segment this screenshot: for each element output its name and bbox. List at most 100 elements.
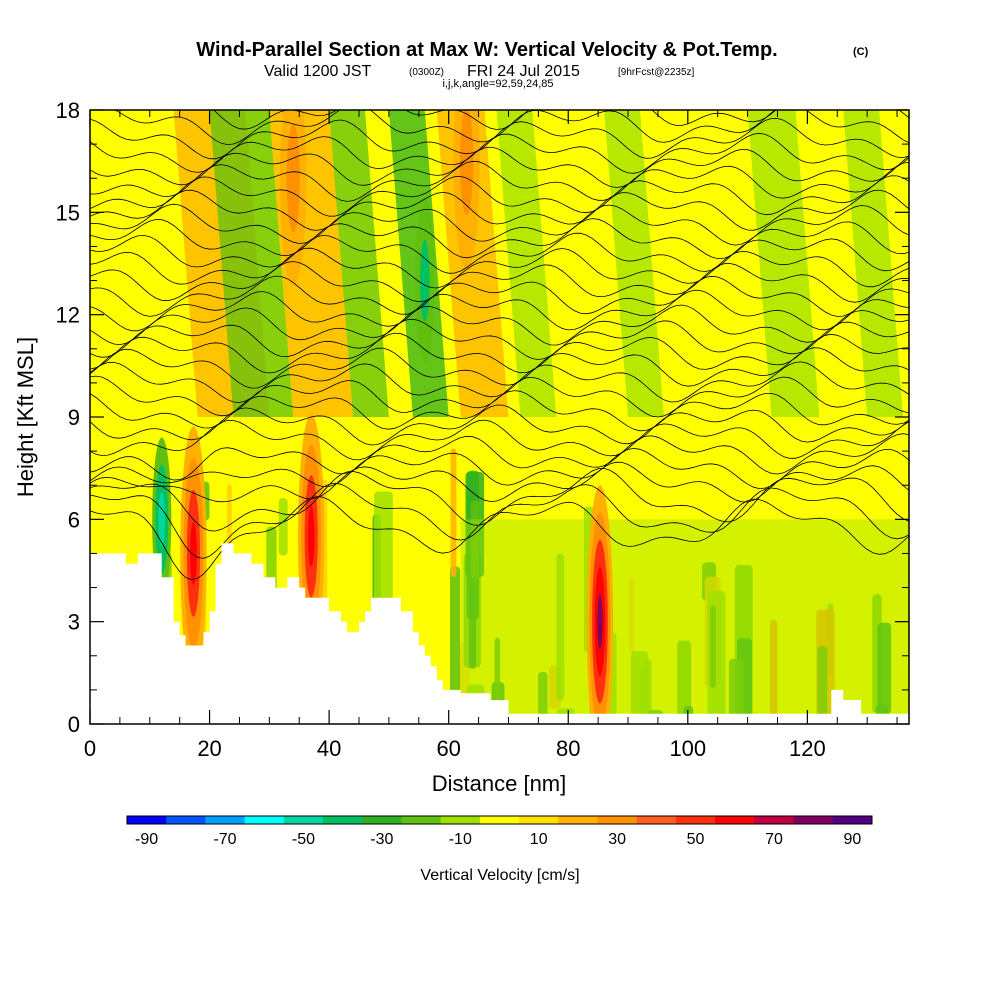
- colorbar-tick-label: 90: [843, 831, 861, 848]
- colorbar-swatch: [479, 816, 520, 824]
- terrain: [90, 543, 909, 724]
- updraft-core: [597, 594, 603, 649]
- low-level-streak: [450, 448, 457, 578]
- isentrope: [90, 318, 909, 360]
- colorbar-swatch: [127, 816, 167, 824]
- y-tick-label: 6: [68, 507, 80, 532]
- colorbar-swatch: [362, 816, 402, 824]
- isentrope: [90, 275, 909, 317]
- colorbar-swatch: [401, 816, 442, 824]
- low-level-streak: [644, 659, 652, 724]
- valid-time-utc: (0300Z): [409, 67, 444, 78]
- colorbar-tick-label: -30: [370, 831, 393, 848]
- x-axis-label: Distance [nm]: [432, 771, 567, 796]
- isentrope: [90, 261, 909, 303]
- colorbar-swatch: [675, 816, 716, 824]
- isentrope: [90, 347, 909, 389]
- isentrope: [90, 404, 909, 446]
- low-level-streak: [449, 566, 461, 724]
- chart-title: Wind-Parallel Section at Max W: Vertical…: [196, 39, 777, 61]
- colorbar-swatch: [636, 816, 677, 824]
- updraft-core: [190, 521, 197, 586]
- low-level-streak: [710, 605, 716, 688]
- colorbar-label: Vertical Velocity [cm/s]: [420, 867, 579, 884]
- low-level-streak: [374, 491, 393, 631]
- isentrope: [90, 132, 909, 174]
- x-tick-label: 40: [317, 736, 341, 761]
- low-level-streak: [628, 577, 635, 652]
- forecast-label: [9hrFcst@2235z]: [618, 67, 695, 78]
- isentrope: [90, 146, 909, 188]
- section-indices: i,j,k,angle=92,59,24,85: [442, 78, 553, 90]
- copyright-mark: (C): [853, 46, 869, 58]
- updraft-core: [307, 505, 315, 567]
- x-tick-label: 0: [84, 736, 96, 761]
- y-axis-label: Height [Kft MSL]: [13, 337, 38, 497]
- y-tick-label: 3: [68, 610, 80, 635]
- isentrope: [90, 304, 909, 346]
- colorbar-tick-label: -90: [135, 831, 158, 848]
- colorbar-swatch: [519, 816, 559, 824]
- isentrope: [90, 189, 909, 231]
- low-level-streak: [556, 553, 565, 701]
- isentrope: [90, 461, 909, 503]
- plot-area: [90, 110, 909, 724]
- isentrope: [90, 447, 909, 490]
- low-level-streak: [817, 646, 828, 722]
- low-level-streak: [877, 622, 892, 715]
- colorbar-tick-label: -50: [292, 831, 315, 848]
- colorbar-swatch: [283, 816, 324, 824]
- low-level-streak: [728, 658, 744, 724]
- isentrope: [90, 232, 909, 274]
- potential-temperature-contours: [90, 110, 909, 581]
- y-tick-label: 0: [68, 712, 80, 737]
- y-tick-label: 9: [68, 405, 80, 430]
- colorbar-swatch: [323, 816, 363, 824]
- colorbar: -90 -70 -50 -30 -10 10 30 50 70 90: [126, 815, 873, 848]
- colorbar-swatch: [166, 816, 206, 824]
- tilted-band: [329, 110, 389, 417]
- colorbar-swatch: [244, 816, 285, 824]
- colorbar-tick-label: 70: [765, 831, 783, 848]
- isentrope: [90, 160, 909, 202]
- updraft-core: [286, 124, 300, 233]
- low-level-streak: [769, 619, 778, 724]
- tilted-band: [747, 110, 820, 417]
- colorbar-tick-label: 30: [608, 831, 626, 848]
- isentrope: [90, 390, 909, 432]
- isentrope: [90, 218, 909, 260]
- low-level-streak: [278, 498, 288, 556]
- colorbar-swatch: [754, 816, 795, 824]
- colorbar-tick-label: -10: [449, 831, 472, 848]
- x-tick-label: 120: [789, 736, 826, 761]
- x-tick-label: 20: [197, 736, 221, 761]
- colorbar-swatch: [558, 816, 599, 824]
- colorbar-swatch: [832, 816, 873, 824]
- colorbar-tick-label: 10: [530, 831, 548, 848]
- isentrope: [90, 419, 909, 461]
- valid-date: FRI 24 Jul 2015: [467, 63, 580, 80]
- y-tick-label: 12: [56, 303, 80, 328]
- tilted-band: [843, 110, 904, 417]
- isentrope: [90, 482, 909, 559]
- downdraft-core: [419, 239, 430, 322]
- x-tick-label: 80: [556, 736, 580, 761]
- low-level-streak: [538, 671, 548, 724]
- isentrope: [90, 110, 909, 130]
- isentrope: [90, 289, 909, 332]
- y-tick-label: 18: [56, 98, 80, 123]
- colorbar-swatch: [205, 816, 246, 824]
- x-tick-label: 100: [669, 736, 706, 761]
- low-level-streak: [630, 651, 649, 724]
- axis-ticks: 0 20 40 60 80 100 120 0 3 6 9 12 15 18: [56, 98, 909, 761]
- velocity-cores: [152, 110, 614, 724]
- isentrope: [90, 433, 909, 481]
- colorbar-swatch: [793, 816, 834, 824]
- isentrope: [90, 332, 909, 374]
- low-level-streak: [470, 500, 480, 579]
- isentrope: [90, 175, 909, 217]
- updraft-core: [460, 110, 474, 216]
- isentrope: [90, 203, 909, 246]
- colorbar-swatch: [597, 816, 638, 824]
